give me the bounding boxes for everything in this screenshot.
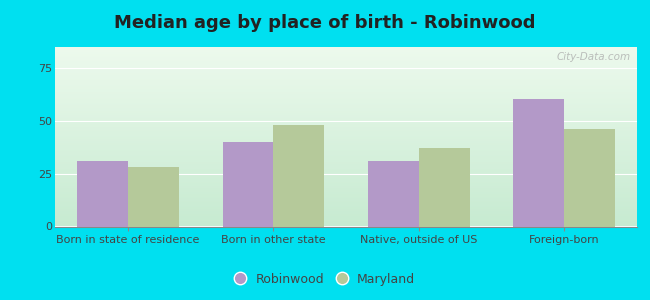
Bar: [222, 142, 274, 226]
Bar: [564, 129, 615, 226]
Bar: [368, 161, 419, 226]
Bar: [274, 125, 324, 226]
Text: City-Data.com: City-Data.com: [557, 52, 631, 62]
Bar: [128, 167, 179, 226]
Bar: [419, 148, 470, 226]
Text: Median age by place of birth - Robinwood: Median age by place of birth - Robinwood: [114, 14, 536, 32]
Bar: [514, 99, 564, 226]
Bar: [77, 161, 128, 226]
Legend: Robinwood, Maryland: Robinwood, Maryland: [230, 268, 420, 291]
